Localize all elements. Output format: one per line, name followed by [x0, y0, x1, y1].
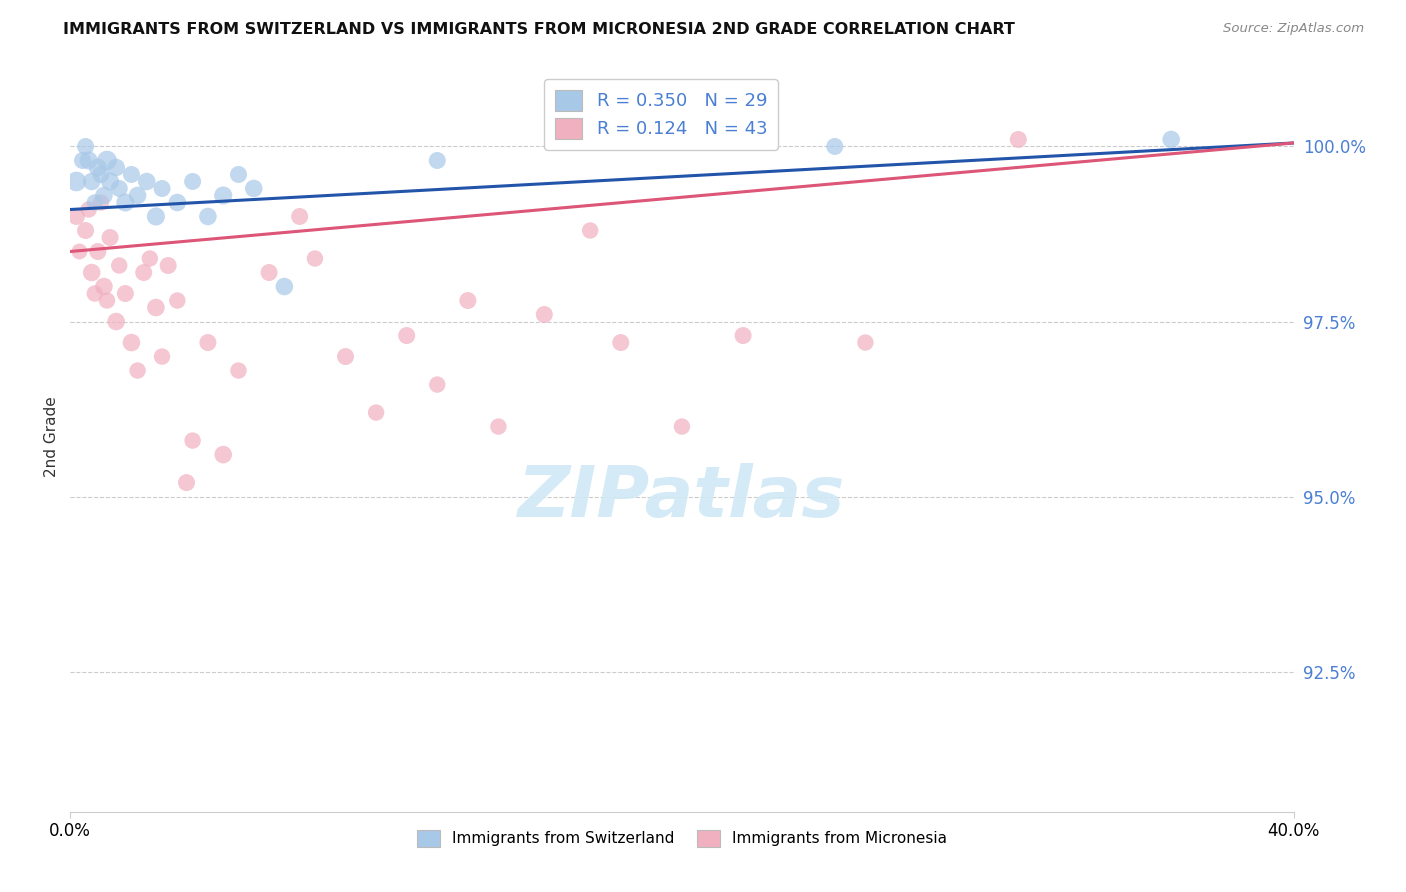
Point — [426, 377, 449, 392]
Text: ZIPatlas: ZIPatlas — [519, 463, 845, 532]
Point — [181, 174, 204, 188]
Point — [176, 475, 198, 490]
Point — [610, 335, 633, 350]
Point — [75, 139, 97, 153]
Point — [93, 279, 115, 293]
Point — [83, 286, 105, 301]
Point — [69, 244, 91, 259]
Point — [1160, 132, 1182, 146]
Point — [395, 328, 418, 343]
Point — [93, 188, 115, 202]
Point — [80, 174, 103, 188]
Point — [83, 195, 105, 210]
Y-axis label: 2nd Grade: 2nd Grade — [44, 397, 59, 477]
Point — [273, 279, 295, 293]
Point — [166, 195, 188, 210]
Point — [98, 230, 121, 244]
Point — [121, 168, 143, 182]
Point — [335, 350, 357, 364]
Point — [65, 174, 87, 188]
Text: IMMIGRANTS FROM SWITZERLAND VS IMMIGRANTS FROM MICRONESIA 2ND GRADE CORRELATION : IMMIGRANTS FROM SWITZERLAND VS IMMIGRANT… — [63, 22, 1015, 37]
Point — [105, 161, 128, 175]
Point — [671, 419, 693, 434]
Point — [65, 210, 87, 224]
Point — [132, 266, 155, 280]
Point — [488, 419, 510, 434]
Point — [157, 259, 180, 273]
Point — [228, 168, 250, 182]
Point — [127, 363, 149, 377]
Point — [114, 195, 136, 210]
Point — [579, 223, 602, 237]
Point — [243, 181, 266, 195]
Point — [257, 266, 280, 280]
Point — [197, 335, 219, 350]
Point — [96, 153, 118, 168]
Point — [77, 153, 100, 168]
Point — [145, 301, 167, 315]
Point — [824, 139, 846, 153]
Point — [77, 202, 100, 217]
Point — [139, 252, 162, 266]
Point — [108, 181, 131, 195]
Point — [135, 174, 157, 188]
Point — [121, 335, 143, 350]
Point — [426, 153, 449, 168]
Point — [72, 153, 94, 168]
Point — [366, 406, 388, 420]
Point — [181, 434, 204, 448]
Point — [80, 266, 103, 280]
Legend: Immigrants from Switzerland, Immigrants from Micronesia: Immigrants from Switzerland, Immigrants … — [411, 824, 953, 853]
Text: Source: ZipAtlas.com: Source: ZipAtlas.com — [1223, 22, 1364, 36]
Point — [855, 335, 877, 350]
Point — [288, 210, 311, 224]
Point — [98, 174, 121, 188]
Point — [457, 293, 479, 308]
Point — [105, 314, 128, 328]
Point — [533, 308, 555, 322]
Point — [114, 286, 136, 301]
Point — [1007, 132, 1029, 146]
Point — [228, 363, 250, 377]
Point — [197, 210, 219, 224]
Point — [731, 328, 754, 343]
Point — [90, 195, 112, 210]
Point — [90, 168, 112, 182]
Point — [96, 293, 118, 308]
Point — [212, 448, 235, 462]
Point — [304, 252, 326, 266]
Point — [212, 188, 235, 202]
Point — [145, 210, 167, 224]
Point — [166, 293, 188, 308]
Point — [108, 259, 131, 273]
Point — [150, 181, 173, 195]
Point — [87, 161, 110, 175]
Point — [150, 350, 173, 364]
Point — [75, 223, 97, 237]
Point — [87, 244, 110, 259]
Point — [127, 188, 149, 202]
